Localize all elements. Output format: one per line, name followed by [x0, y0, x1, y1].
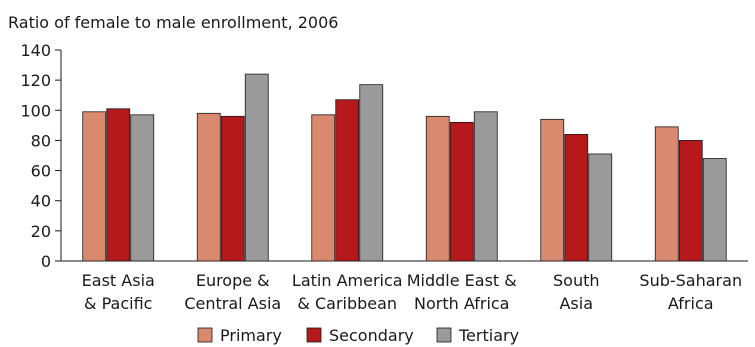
category-label: Latin America & Caribbean: [292, 271, 403, 313]
category-label: Middle East & North Africa: [407, 271, 517, 313]
legend-swatch: [306, 327, 322, 343]
bar-secondary-1: [220, 115, 245, 262]
category-label: East Asia & Pacific: [82, 271, 155, 313]
y-tick-label: 80: [31, 131, 51, 150]
legend-swatch: [436, 327, 452, 343]
bar-primary-1: [196, 112, 221, 262]
legend-item-primary: Primary: [197, 326, 282, 345]
y-tick-label: 60: [31, 162, 51, 181]
bar-tertiary-1: [244, 73, 269, 262]
bar-secondary-4: [564, 133, 589, 262]
axes: 0 20 40 60 80 100 120 140: [20, 41, 748, 271]
bar-primary-3: [425, 115, 450, 262]
bar-tertiary-0: [130, 114, 155, 262]
bar-tertiary-3: [473, 111, 498, 262]
legend-item-secondary: Secondary: [306, 326, 414, 345]
y-tick-label: 140: [20, 41, 51, 60]
bars: [82, 73, 727, 262]
category-label: Europe & Central Asia: [184, 271, 281, 313]
legend-label: Secondary: [329, 326, 414, 345]
bar-primary-4: [540, 118, 565, 262]
bar-tertiary-2: [359, 84, 384, 262]
legend-item-tertiary: Tertiary: [436, 326, 519, 345]
category-labels: East Asia & Pacific Europe & Central Asia La…: [82, 271, 742, 313]
y-tick-label: 100: [20, 101, 51, 120]
legend-label: Tertiary: [458, 326, 519, 345]
category-label: South Asia: [553, 271, 600, 313]
bar-secondary-0: [106, 108, 131, 262]
category-label: Sub-Saharan Africa: [639, 271, 742, 313]
y-tick-label: 20: [31, 222, 51, 241]
y-tick-label: 120: [20, 71, 51, 90]
y-tick-label: 40: [31, 192, 51, 211]
chart-title: Ratio of female to male enrollment, 2006: [8, 13, 338, 32]
legend: Primary Secondary Tertiary: [197, 326, 519, 345]
bar-primary-0: [82, 111, 107, 262]
y-tick-label: 0: [41, 252, 51, 271]
bar-tertiary-5: [702, 158, 727, 262]
bar-secondary-5: [678, 140, 703, 262]
bar-secondary-2: [335, 99, 360, 262]
bar-tertiary-4: [588, 153, 613, 262]
bar-primary-5: [654, 126, 679, 262]
legend-label: Primary: [220, 326, 282, 345]
bar-secondary-3: [449, 121, 474, 262]
legend-swatch: [197, 327, 213, 343]
bar-primary-2: [311, 114, 336, 262]
